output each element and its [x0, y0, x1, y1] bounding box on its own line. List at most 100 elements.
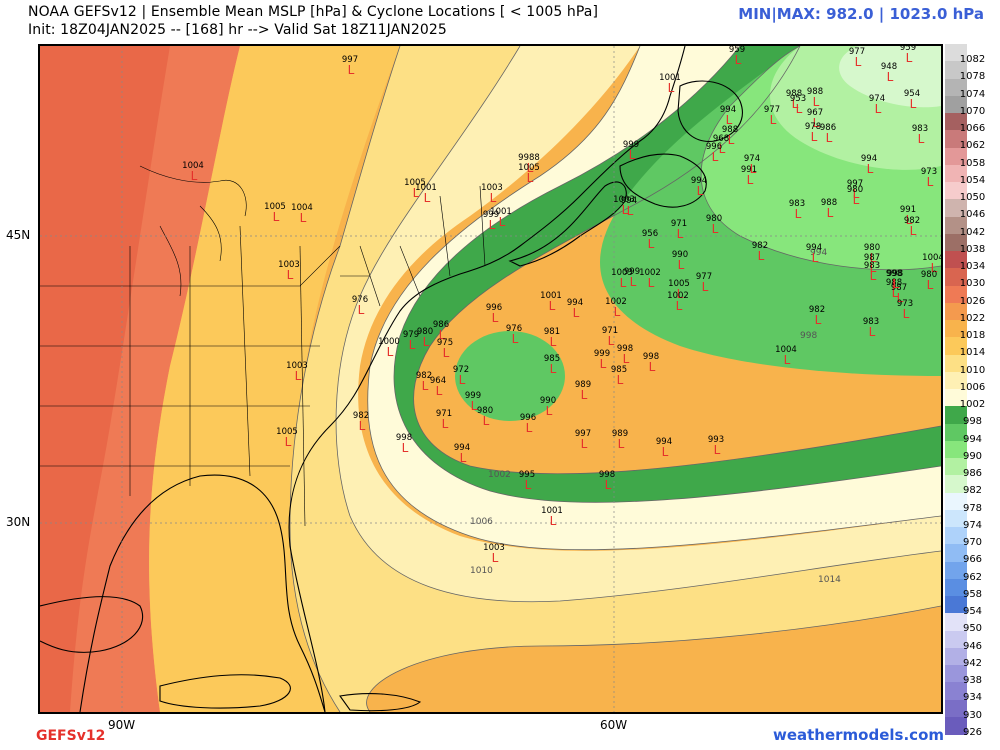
low-marker-icon: L	[423, 335, 430, 349]
low-marker-icon: L	[630, 275, 637, 289]
colorbar-swatch	[945, 251, 967, 269]
cyclone-pressure-label: 994	[806, 243, 822, 253]
isobar-label: 1010	[470, 566, 493, 576]
low-marker-icon: L	[348, 63, 355, 77]
cyclone-pressure-label: 1004	[291, 203, 313, 213]
colorbar-label: 1050	[959, 192, 986, 203]
colorbar-swatch	[945, 492, 967, 511]
lon-label-90w: 90W	[108, 718, 136, 732]
low-marker-icon: L	[295, 369, 302, 383]
low-marker-icon: L	[402, 441, 409, 455]
colorbar-swatch	[945, 613, 967, 631]
low-marker-icon: L	[285, 435, 292, 449]
low-marker-icon: L	[887, 70, 894, 84]
low-marker-icon: L	[492, 311, 499, 325]
low-marker-icon: L	[581, 437, 588, 451]
cyclone-pressure-label: 987	[864, 253, 880, 263]
low-marker-icon: L	[550, 335, 557, 349]
cyclone-pressure-label: 978	[805, 122, 821, 132]
isobar-label: 994	[810, 248, 827, 258]
low-marker-icon: L	[499, 215, 506, 229]
colorbar-swatch	[945, 285, 967, 304]
colorbar-swatch	[945, 596, 967, 614]
colorbar-label: 978	[962, 502, 983, 514]
cyclone-pressure-label: 993	[708, 435, 724, 445]
colorbar-label: 934	[962, 692, 983, 704]
colorbar-label: 990	[962, 450, 983, 462]
colorbar-label: 938	[962, 675, 983, 686]
cyclone-pressure-label: 982	[809, 305, 825, 315]
cyclone-pressure-label: 980	[864, 243, 880, 253]
low-marker-icon: L	[870, 261, 877, 275]
low-marker-icon: L	[550, 362, 557, 376]
lat-label-45n: 45N	[6, 228, 31, 242]
low-marker-icon: L	[867, 162, 874, 176]
cyclone-pressure-label: 994	[720, 105, 736, 115]
cyclone-pressure-label: 988	[722, 125, 738, 135]
cyclone-pressure-label: 995	[519, 470, 535, 480]
cyclone-pressure-label: 964	[430, 376, 446, 386]
low-marker-icon: L	[648, 276, 655, 290]
colorbar-label: 950	[962, 623, 983, 635]
colorbar-swatch	[945, 61, 967, 79]
cyclone-pressure-label: 980	[477, 406, 493, 416]
cyclone-pressure-label: 998	[599, 470, 615, 480]
cyclone-pressure-label: 972	[453, 365, 469, 375]
low-marker-icon: L	[795, 207, 802, 221]
colorbar-label: 942	[962, 657, 983, 669]
colorbar-swatch	[945, 216, 967, 235]
cyclone-pressure-label: 982	[353, 411, 369, 421]
colorbar-label: 1046	[959, 209, 986, 221]
cyclone-pressure-label: 999	[465, 391, 481, 401]
colorbar-label: 1014	[959, 347, 986, 359]
graticule	[40, 46, 941, 712]
low-marker-icon: L	[387, 345, 394, 359]
band-1014	[149, 46, 400, 712]
low-marker-icon: L	[622, 203, 629, 217]
cyclone-pressure-label: 987	[891, 283, 907, 293]
cyclone-pressure-label: 982	[752, 241, 768, 251]
low-center-994	[455, 331, 565, 421]
cyclone-pressure-label: 959	[900, 46, 916, 53]
colorbar-label: 982	[962, 485, 983, 497]
low-marker-icon: L	[424, 191, 431, 205]
colorbar-label: 1062	[959, 140, 986, 152]
cyclone-pressure-label: 997	[847, 179, 863, 189]
low-marker-icon: L	[893, 277, 900, 291]
colorbar-swatch	[945, 147, 967, 166]
low-marker-icon: L	[712, 150, 719, 164]
cyclone-pressure-label: 996	[520, 413, 536, 423]
colorbar-label: 1070	[959, 105, 986, 117]
colorbar-swatch	[945, 302, 967, 321]
band-1002	[367, 46, 941, 550]
colorbar-label: 1078	[959, 71, 986, 83]
colorbar-label: 966	[962, 554, 983, 566]
cyclone-pressure-label: 976	[506, 324, 522, 334]
low-marker-icon: L	[906, 51, 913, 65]
low-marker-icon: L	[608, 334, 615, 348]
colorbar-swatch	[945, 164, 967, 183]
colorbar-label: 1022	[959, 312, 986, 324]
cyclone-pressure-label: 1001	[415, 183, 437, 193]
map-subtitle: Init: 18Z04JAN2025 -- [168] hr --> Valid…	[28, 22, 447, 38]
colorbar-swatch	[945, 182, 967, 200]
coastlines	[40, 46, 743, 712]
colorbar-swatch	[945, 458, 967, 476]
low-marker-icon: L	[581, 388, 588, 402]
low-marker-icon: L	[714, 443, 721, 457]
cyclone-pressure-label: 1005	[518, 163, 540, 173]
cyclone-pressure-label: 973	[897, 299, 913, 309]
cyclone-pressure-label: 1003	[481, 183, 503, 193]
band-1006	[336, 46, 941, 602]
low-marker-icon: L	[758, 249, 765, 263]
low-marker-icon: L	[910, 224, 917, 238]
site-credit[interactable]: weathermodels.com	[772, 726, 944, 744]
low-marker-icon: L	[892, 277, 899, 291]
low-marker-icon: L	[492, 551, 499, 565]
min-max-readout: MIN|MAX: 982.0 | 1023.0 hPa	[738, 5, 984, 23]
low-marker-icon: L	[629, 148, 636, 162]
cyclone-pressure-label: 998	[886, 269, 902, 279]
low-marker-icon: L	[471, 399, 478, 413]
low-marker-icon: L	[526, 421, 533, 435]
low-marker-icon: L	[677, 287, 684, 301]
